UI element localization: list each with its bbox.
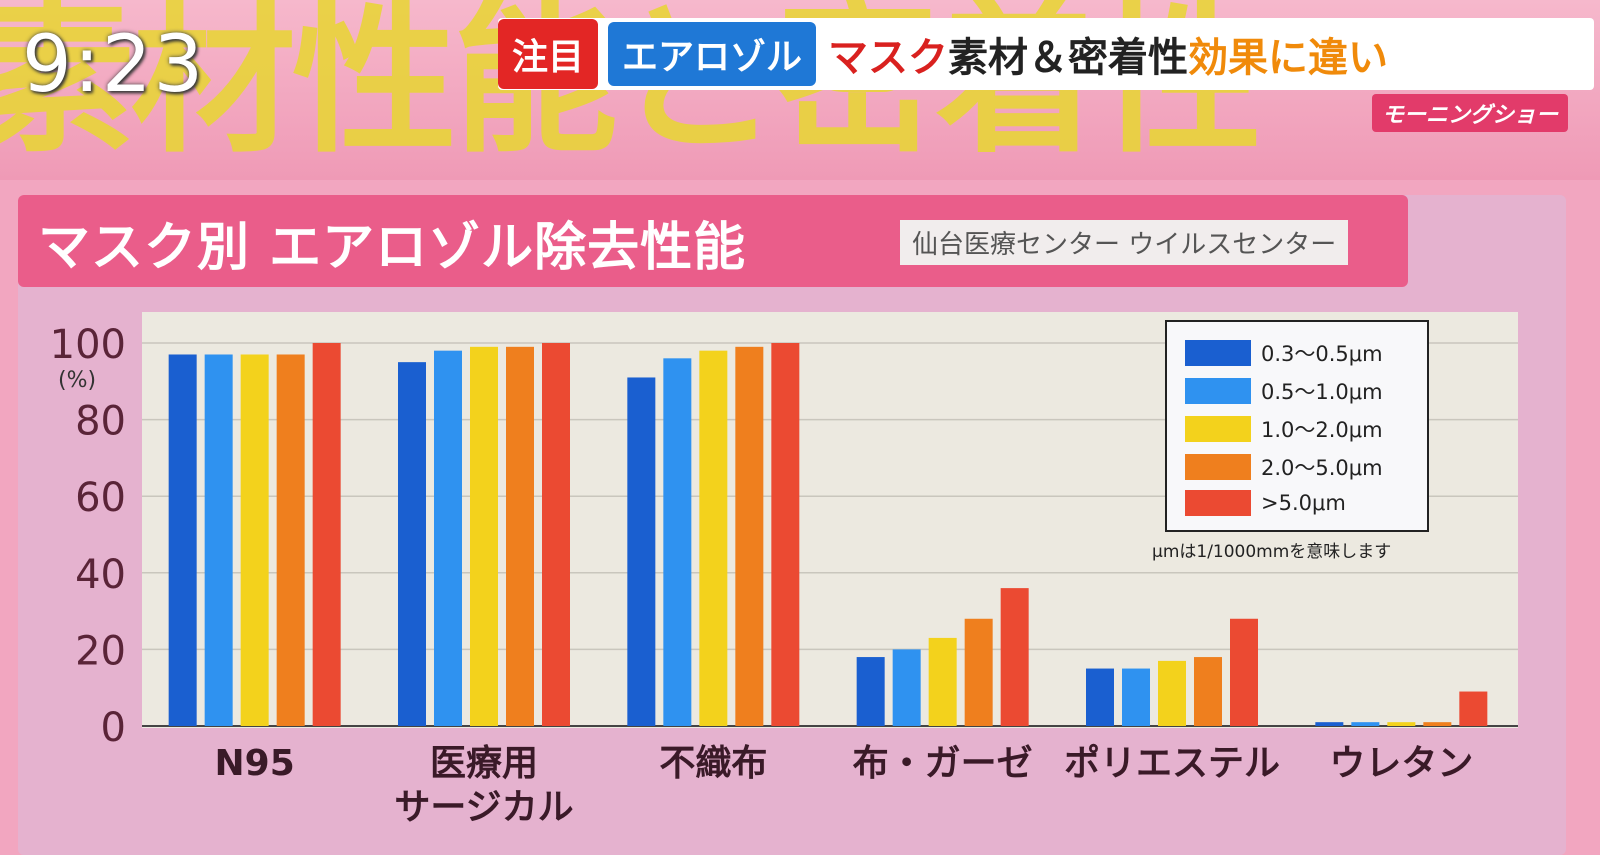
y-tick-label: 40 xyxy=(75,552,126,598)
bar xyxy=(1000,588,1029,726)
bar xyxy=(1459,691,1488,726)
bar xyxy=(1230,618,1258,726)
x-tick-label: ポリエステル xyxy=(1064,742,1280,784)
y-tick-label: 80 xyxy=(75,399,126,445)
bar xyxy=(964,618,993,726)
bar xyxy=(240,354,269,726)
x-tick-label: 医療用 xyxy=(430,743,538,784)
legend-item: >5.0μm xyxy=(1185,490,1346,516)
chart-title: マスク別 エアロゾル除去性能 xyxy=(38,218,747,278)
bar xyxy=(627,377,656,726)
headline-text: マスク素材＆密着性効果に違い xyxy=(828,25,1388,83)
bar xyxy=(276,354,305,726)
x-tick-label: N95 xyxy=(215,743,295,784)
bar xyxy=(1387,722,1416,726)
legend-item: 2.0〜5.0μm xyxy=(1185,452,1383,482)
bar xyxy=(1315,722,1344,726)
y-tick-label: 100 xyxy=(50,322,126,368)
bar xyxy=(168,354,197,726)
y-axis-unit: (%) xyxy=(58,368,97,393)
bar xyxy=(892,649,921,726)
bar xyxy=(771,343,800,726)
bar xyxy=(1423,722,1452,726)
bar xyxy=(204,354,233,726)
bar xyxy=(470,346,498,726)
bar xyxy=(1158,660,1186,726)
legend-label: >5.0μm xyxy=(1261,491,1346,515)
legend-item: 0.3〜0.5μm xyxy=(1185,338,1383,368)
legend-swatch xyxy=(1185,378,1251,404)
headline-part-effect: 効果に違い xyxy=(1188,35,1389,81)
x-tick-label: 布・ガーゼ xyxy=(853,743,1033,784)
bar xyxy=(856,657,885,726)
bar xyxy=(699,350,728,726)
bar xyxy=(312,343,341,726)
bar xyxy=(1351,722,1380,726)
bar xyxy=(542,343,570,726)
bar xyxy=(434,350,462,726)
legend-label: 2.0〜5.0μm xyxy=(1261,456,1383,480)
y-tick-label: 60 xyxy=(75,475,126,521)
x-tick-label: ウレタン xyxy=(1329,743,1473,784)
bar xyxy=(506,346,534,726)
legend-label: 1.0〜2.0μm xyxy=(1261,418,1383,442)
topic-tag: エアロゾル xyxy=(608,22,817,86)
program-logo: モーニングショー xyxy=(1372,94,1569,132)
y-tick-label: 20 xyxy=(75,628,126,674)
bar xyxy=(1122,668,1150,726)
headline-part-mask: マスク xyxy=(828,35,949,81)
unit-note: μmは1/1000mmを意味します xyxy=(1152,542,1392,562)
headline-bar: 注目 エアロゾル マスク素材＆密着性効果に違い xyxy=(498,18,1594,90)
legend-label: 0.3〜0.5μm xyxy=(1261,342,1383,366)
clock: 9:23 xyxy=(22,20,206,110)
x-tick-label: サージカル xyxy=(394,787,573,828)
attention-tag: 注目 xyxy=(498,19,599,89)
bar xyxy=(1086,668,1114,726)
legend-item: 1.0〜2.0μm xyxy=(1185,414,1383,444)
headline-part-material: 素材＆密着性 xyxy=(948,35,1189,81)
bar xyxy=(928,637,957,726)
legend: 0.3〜0.5μm 0.5〜1.0μm 1.0〜2.0μm 2.0〜5.0μm … xyxy=(1165,320,1429,532)
bar xyxy=(398,362,426,726)
legend-swatch xyxy=(1185,454,1251,480)
bar xyxy=(735,346,764,726)
bar xyxy=(1194,657,1222,726)
source-label: 仙台医療センター ウイルスセンター xyxy=(900,220,1349,265)
legend-swatch xyxy=(1185,416,1251,442)
bar xyxy=(663,358,692,726)
legend-swatch xyxy=(1185,340,1251,366)
legend-label: 0.5〜1.0μm xyxy=(1261,380,1383,404)
y-tick-label: 0 xyxy=(101,705,126,751)
legend-item: 0.5〜1.0μm xyxy=(1185,376,1383,406)
legend-swatch xyxy=(1185,490,1251,516)
x-tick-label: 不織布 xyxy=(659,743,767,784)
